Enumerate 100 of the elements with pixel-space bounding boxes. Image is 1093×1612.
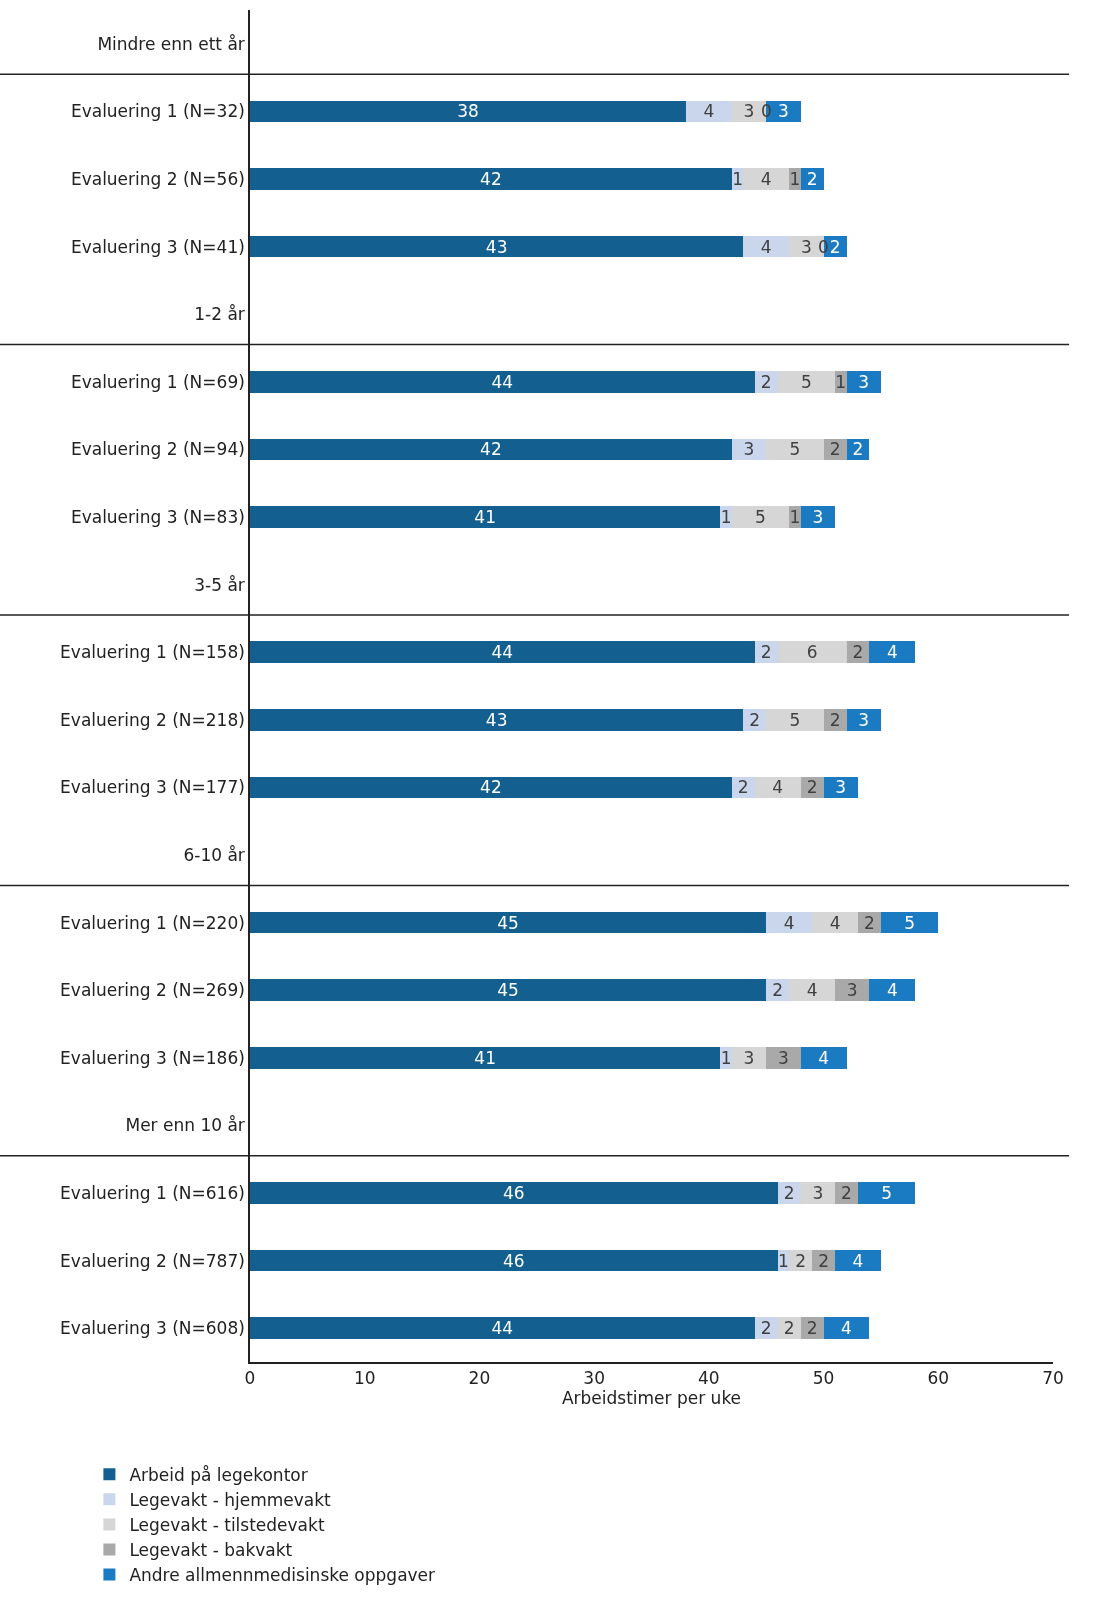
legend-label: Legevakt - bakvakt — [129, 1540, 293, 1561]
y-tick-label: 1-2 år — [194, 304, 245, 325]
data-label: 4 — [760, 169, 772, 189]
bar — [766, 438, 824, 461]
data-label: 1 — [835, 371, 847, 392]
bar — [766, 708, 824, 731]
bar — [250, 235, 744, 258]
data-label: 45 — [497, 912, 519, 933]
data-label: 46 — [503, 1183, 525, 1203]
bar — [250, 708, 744, 731]
bar — [754, 776, 801, 799]
x-tick-label: 70 — [1042, 1368, 1064, 1389]
bar — [743, 235, 790, 258]
y-tick-label: Evaluering 2 (N=269) — [60, 980, 245, 1001]
data-label: 42 — [480, 439, 502, 460]
bar — [731, 506, 790, 528]
data-label: 44 — [491, 371, 514, 392]
bar — [250, 1249, 778, 1272]
data-label: 5 — [881, 1183, 893, 1203]
legend-label: Arbeid på legekontor — [129, 1464, 308, 1485]
y-tick-label: Evaluering 3 (N=83) — [70, 506, 245, 527]
data-label: 2 — [864, 912, 875, 933]
bar — [743, 168, 790, 190]
x-axis-title: Arbeidstimer per uke — [561, 1388, 742, 1409]
y-tick-label: 6-10 år — [183, 844, 245, 865]
bar — [250, 641, 755, 664]
y-tick-label: Evaluering 1 (N=158) — [60, 642, 245, 663]
data-label: 3 — [743, 101, 755, 122]
bar — [250, 1317, 755, 1340]
data-label: 1 — [732, 169, 743, 189]
data-label: 5 — [789, 709, 801, 730]
bar — [250, 979, 767, 1002]
bar — [835, 979, 870, 1002]
bar — [777, 641, 847, 664]
data-label: 5 — [800, 371, 812, 392]
data-label: 2 — [806, 1318, 818, 1339]
y-tick-label: Evaluering 3 (N=186) — [60, 1047, 245, 1068]
y-tick-label: Evaluering 3 (N=177) — [60, 777, 245, 798]
data-label: 1 — [720, 1047, 732, 1068]
bar — [250, 1046, 721, 1069]
data-label: 43 — [485, 709, 508, 730]
bar — [800, 1046, 847, 1069]
data-label: 1 — [789, 507, 801, 527]
bar — [250, 438, 732, 461]
bar — [777, 370, 836, 393]
x-tick-label: 60 — [927, 1368, 950, 1389]
data-label: 4 — [841, 1318, 852, 1339]
data-label: 2 — [749, 709, 761, 730]
y-tick-label: Evaluering 3 (N=41) — [70, 236, 245, 257]
data-label: 2 — [806, 777, 818, 798]
data-label: 2 — [852, 439, 864, 460]
x-tick-label: 0 — [244, 1368, 256, 1389]
data-label: 4 — [760, 236, 772, 257]
data-label: 2 — [783, 1318, 795, 1339]
bar — [250, 1182, 778, 1204]
x-tick-label: 50 — [812, 1368, 835, 1389]
data-label: 42 — [480, 777, 502, 798]
data-label: 3 — [812, 1183, 824, 1203]
data-label: 2 — [783, 1183, 795, 1203]
x-tick-label: 10 — [353, 1368, 376, 1389]
bar — [800, 1182, 836, 1204]
x-tick-label: 40 — [698, 1368, 720, 1389]
data-label: 2 — [841, 1183, 852, 1203]
bar — [869, 979, 916, 1002]
bar — [869, 641, 916, 664]
bar — [685, 100, 732, 123]
data-label: 1 — [778, 1250, 789, 1271]
data-label: 41 — [474, 1047, 496, 1068]
data-label: 41 — [474, 507, 496, 527]
y-tick-label: Evaluering 2 (N=56) — [70, 168, 245, 189]
data-label: 2 — [829, 439, 841, 460]
data-label: 2 — [737, 777, 749, 798]
bar — [857, 1182, 916, 1204]
data-label: 4 — [818, 1047, 829, 1068]
data-label: 4 — [703, 101, 715, 122]
data-label: 2 — [760, 1318, 772, 1339]
bar — [835, 1249, 881, 1272]
data-label: 4 — [886, 980, 898, 1001]
bar — [731, 1046, 767, 1069]
data-label: 5 — [904, 912, 916, 933]
bar — [800, 506, 836, 528]
bar — [880, 911, 939, 934]
data-label: 1 — [720, 507, 732, 527]
data-label: 3 — [835, 777, 847, 798]
data-label: 2 — [806, 169, 818, 189]
bar — [250, 506, 721, 528]
bar — [823, 1317, 870, 1340]
y-tick-label: Mindre enn ett år — [97, 33, 245, 54]
data-label: 6 — [806, 642, 818, 663]
data-label: 2 — [818, 1250, 829, 1271]
y-tick-label: Evaluering 1 (N=32) — [70, 101, 245, 122]
bar — [766, 911, 813, 934]
legend-label: Legevakt - hjemmevakt — [129, 1489, 332, 1510]
y-tick-label: Evaluering 1 (N=69) — [70, 371, 245, 392]
y-tick-label: Evaluering 3 (N=608) — [60, 1318, 245, 1339]
x-tick-label: 30 — [583, 1368, 605, 1389]
legend-label: Legevakt - tilstedevakt — [129, 1515, 325, 1536]
data-label: 38 — [457, 101, 479, 122]
bar — [250, 100, 686, 123]
data-label: 3 — [858, 709, 870, 730]
